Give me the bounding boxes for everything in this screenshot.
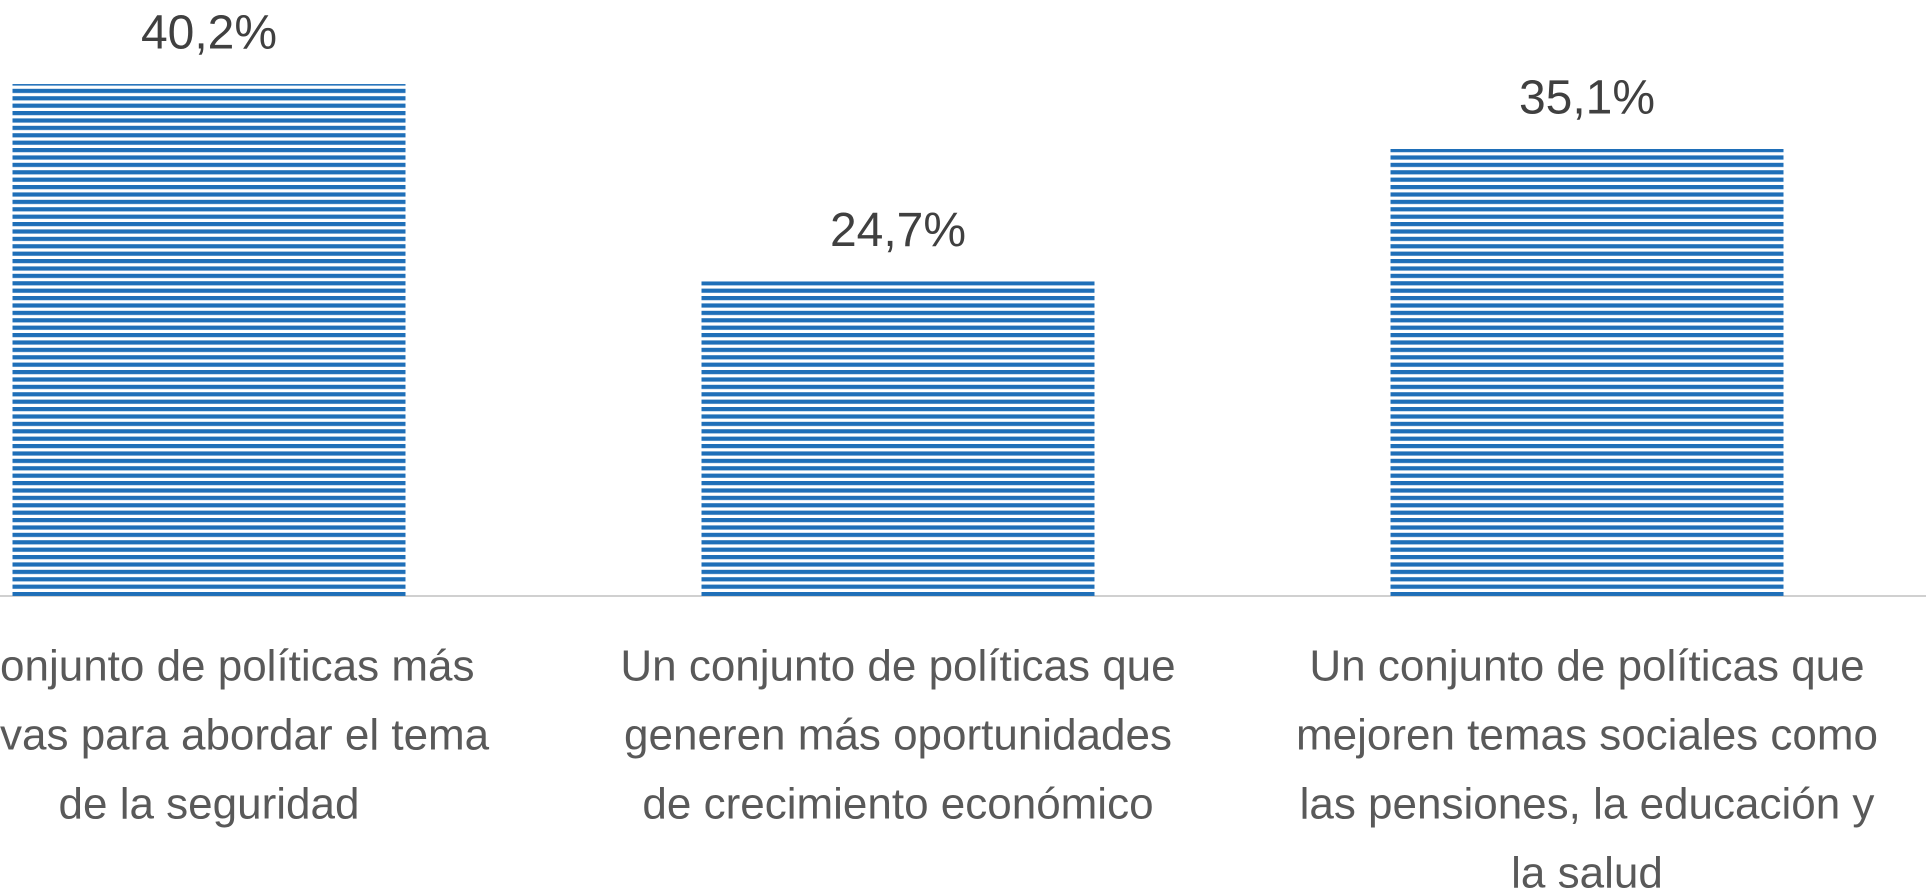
x-tick-label: mejoren temas sociales como — [1296, 711, 1878, 760]
x-tick-label: generen más oportunidades — [624, 711, 1172, 760]
bar — [701, 281, 1095, 596]
x-tick-label: onjunto de políticas más — [0, 642, 475, 691]
x-tick-label: de crecimiento económico — [642, 780, 1153, 829]
value-label: 24,7% — [830, 204, 966, 257]
x-tick-label: de la seguridad — [59, 780, 360, 829]
x-tick-label: vas para abordar el tema — [0, 711, 490, 760]
x-tick-label: las pensiones, la educación y — [1300, 780, 1875, 829]
value-label: 35,1% — [1519, 72, 1655, 125]
bar — [12, 84, 406, 597]
x-tick-label: la salud — [1511, 849, 1663, 895]
value-label: 40,2% — [141, 7, 277, 60]
x-tick-label: Un conjunto de políticas que — [1309, 642, 1864, 691]
x-tick-label: Un conjunto de políticas que — [620, 642, 1175, 691]
bar — [1390, 149, 1784, 596]
